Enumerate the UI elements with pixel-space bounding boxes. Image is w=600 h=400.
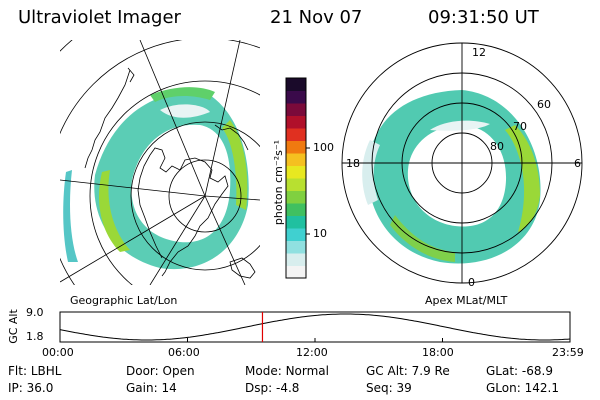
polar-grid — [341, 42, 583, 284]
instrument-title: Ultraviolet Imager — [18, 7, 181, 28]
colorbar-tick-10: 10 — [313, 227, 327, 240]
colorbar-swatch — [286, 128, 306, 141]
mlt-label-0: 0 — [468, 276, 475, 289]
status-dsp: Dsp: -4.8 — [245, 381, 300, 395]
colorbar-swatch — [286, 153, 306, 166]
colorbar-swatch — [286, 228, 306, 241]
mlat-label-70: 70 — [513, 120, 527, 133]
altitude-ylabel: GC Alt — [6, 309, 20, 344]
status-door: Door: Open — [126, 364, 195, 378]
mlt-label-6: 6 — [574, 157, 581, 170]
altitude-xtick-2: 12:00 — [296, 346, 328, 359]
altitude-curve — [59, 313, 571, 341]
colorbar-swatch — [286, 140, 306, 154]
left-auroral-oval — [63, 87, 249, 270]
polar-plot — [341, 42, 583, 284]
status-seq: Seq: 39 — [366, 381, 412, 395]
colorbar-swatch — [286, 203, 306, 216]
status-ip: IP: 36.0 — [8, 381, 54, 395]
colorbar-swatch — [286, 165, 306, 179]
left-panel-label: Geographic Lat/Lon — [70, 294, 178, 307]
colorbar-swatch — [286, 103, 306, 116]
status-glon: GLon: 142.1 — [486, 381, 559, 395]
colorbar-swatch — [286, 78, 306, 91]
status-glat: GLat: -68.9 — [486, 364, 553, 378]
altitude-xtick-0: 00:00 — [42, 346, 74, 359]
status-gc-alt: GC Alt: 7.9 Re — [366, 364, 450, 378]
observation-time: 09:31:50 UT — [428, 7, 539, 28]
observation-date: 21 Nov 07 — [270, 7, 363, 28]
colorbar-unit-label: photon cm⁻²s⁻¹ — [272, 139, 286, 226]
altitude-xtick-4: 23:59 — [552, 346, 584, 359]
altitude-ytick-top: 9.0 — [26, 306, 44, 319]
latitude-grid — [60, 40, 260, 285]
coastlines — [84, 67, 256, 279]
colorbar-swatch — [286, 240, 306, 254]
status-filter: Flt: LBHL — [8, 364, 62, 378]
mlat-label-60: 60 — [537, 98, 551, 111]
altitude-xtick-3: 18:00 — [422, 346, 454, 359]
altitude-xtick-1: 06:00 — [168, 346, 200, 359]
mlt-label-18: 18 — [346, 157, 360, 170]
colorbar — [285, 77, 310, 279]
altitude-plot — [59, 311, 571, 343]
mlt-label-12: 12 — [472, 46, 486, 59]
colorbar-swatch — [286, 115, 306, 129]
altitude-ytick-bottom: 1.8 — [26, 330, 44, 343]
status-gain: Gain: 14 — [126, 381, 177, 395]
colorbar-swatch — [286, 253, 306, 266]
colorbar-swatch — [286, 265, 306, 279]
colorbar-swatch — [286, 190, 306, 204]
mlat-label-80: 80 — [490, 140, 504, 153]
colorbar-swatch — [286, 90, 306, 104]
status-mode: Mode: Normal — [245, 364, 329, 378]
colorbar-swatch — [286, 215, 306, 229]
right-panel-label: Apex MLat/MLT — [425, 294, 508, 307]
colorbar-tick-100: 100 — [313, 141, 334, 154]
geographic-map — [60, 40, 260, 285]
colorbar-swatch — [286, 178, 306, 191]
longitude-grid — [60, 40, 260, 285]
right-auroral-oval — [362, 90, 541, 264]
